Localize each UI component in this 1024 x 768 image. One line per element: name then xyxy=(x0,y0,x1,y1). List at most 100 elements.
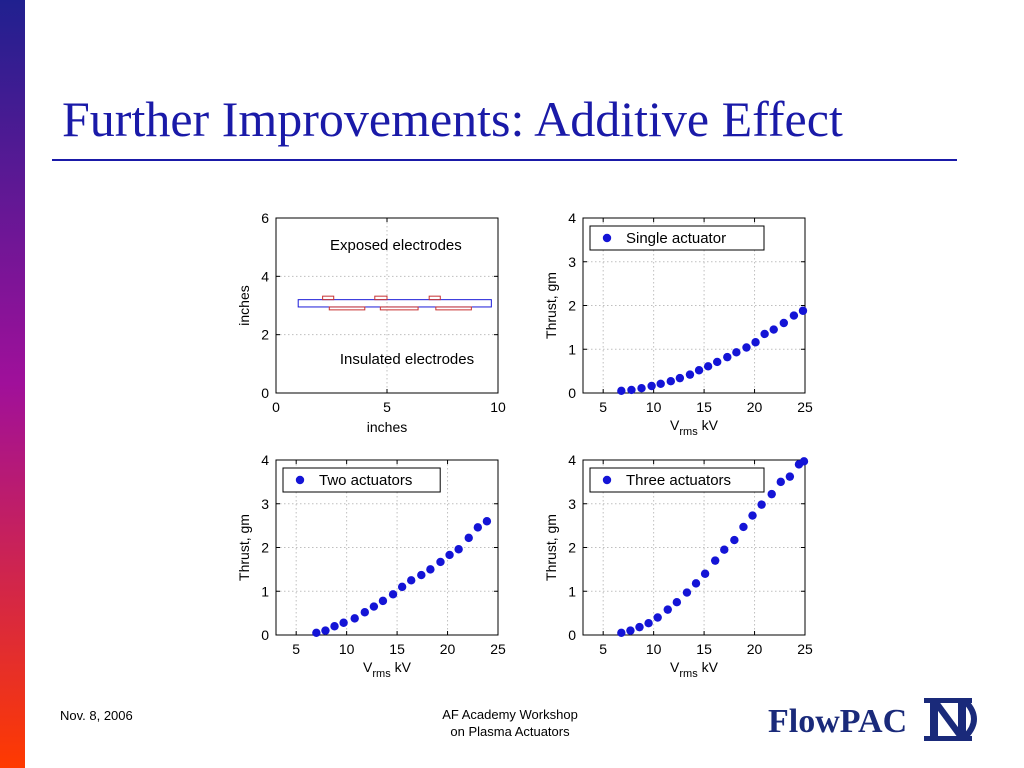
data-point xyxy=(397,582,407,592)
data-point xyxy=(757,500,766,509)
legend-label: Single actuator xyxy=(626,230,726,247)
y-axis-label: inches xyxy=(236,285,252,325)
electrode-layout-plot: 0 5 10 0 2 4 6 inches inches Exposed electrodes In… xyxy=(228,205,528,445)
nd-stroke xyxy=(924,736,972,741)
data-point xyxy=(776,477,785,487)
x-axis-label: Vrms kV xyxy=(670,417,719,438)
exposed-electrode xyxy=(374,295,388,301)
data-point xyxy=(617,386,626,396)
y-tick-label: 4 xyxy=(261,452,269,468)
x-tick-label: 15 xyxy=(696,399,712,415)
nd-stroke xyxy=(930,700,938,738)
data-point xyxy=(436,557,445,567)
legend-label: Two actuators xyxy=(319,472,412,489)
legend-box xyxy=(282,467,441,493)
x-tick-label: 15 xyxy=(389,641,405,657)
x-axis-label: Vrms kV xyxy=(670,659,719,680)
data-point xyxy=(767,489,776,499)
data-point xyxy=(454,545,463,554)
data-point xyxy=(751,338,760,347)
exposed-electrode xyxy=(322,295,335,301)
x-axis-label-subscript: rms xyxy=(679,668,698,680)
data-point xyxy=(388,590,398,599)
data-point xyxy=(742,343,751,352)
footer-date: Nov. 8, 2006 xyxy=(60,708,133,723)
data-point xyxy=(720,545,729,554)
data-point xyxy=(666,376,675,386)
x-tick-label: 5 xyxy=(383,399,391,415)
data-point xyxy=(350,614,359,623)
nd-monogram-icon xyxy=(924,698,977,741)
x-axis-label-main: V xyxy=(670,417,680,433)
x-tick-label: 25 xyxy=(490,641,506,657)
insulated-electrode xyxy=(435,306,472,311)
single-actuator-plot: 5 10 15 20 25 0 1 2 3 4 Thrust, gm Vrms kV Single ac… xyxy=(535,205,835,445)
x-tick-label: 10 xyxy=(646,399,662,415)
data-point xyxy=(663,605,672,614)
x-axis-label: Vrms kV xyxy=(363,659,412,680)
data-point xyxy=(769,325,778,334)
data-point xyxy=(360,608,369,617)
data-point xyxy=(672,597,682,607)
y-tick-label: 1 xyxy=(568,583,576,599)
data-point xyxy=(339,618,348,627)
flowpac-logo: FlowPAC xyxy=(760,692,990,750)
y-axis-label: Thrust, gm xyxy=(543,272,559,339)
x-tick-label: 0 xyxy=(272,399,280,415)
gradient-sidebar xyxy=(0,0,25,768)
data-point xyxy=(627,385,636,395)
data-point xyxy=(312,628,321,638)
data-point xyxy=(703,362,713,371)
data-point xyxy=(779,318,789,328)
footer-event-line-2: on Plasma Actuators xyxy=(450,724,570,739)
data-point xyxy=(789,311,799,320)
nd-stroke xyxy=(958,700,966,738)
data-point xyxy=(417,570,426,580)
logo-wordmark: FlowPAC xyxy=(768,703,907,740)
y-tick-label: 0 xyxy=(261,627,269,643)
legend: Three actuators xyxy=(589,467,765,493)
legend-box xyxy=(589,467,765,493)
x-tick-label: 25 xyxy=(797,399,813,415)
title-underline xyxy=(52,159,957,161)
data-point xyxy=(637,383,646,393)
x-axis-label: inches xyxy=(367,419,407,435)
y-tick-label: 2 xyxy=(261,540,269,556)
x-tick-label: 25 xyxy=(797,641,813,657)
data-point xyxy=(626,626,635,635)
data-point xyxy=(330,622,339,631)
nd-stroke xyxy=(930,700,966,738)
legend-label: Three actuators xyxy=(626,472,731,489)
data-point xyxy=(748,511,757,520)
legend-marker xyxy=(295,475,305,485)
y-tick-label: 2 xyxy=(261,327,269,343)
x-tick-label: 15 xyxy=(696,641,712,657)
y-axis-label: Thrust, gm xyxy=(236,514,252,581)
x-axis-label-unit: kV xyxy=(698,659,719,675)
data-point xyxy=(799,457,809,466)
data-point xyxy=(647,381,656,391)
diagram-annotation: Insulated electrodes xyxy=(340,351,474,368)
data-point xyxy=(653,613,662,622)
data-point xyxy=(713,357,722,367)
footer-event-line-1: AF Academy Workshop xyxy=(442,707,578,722)
x-axis-label-subscript: rms xyxy=(679,426,698,438)
data-point xyxy=(378,596,388,606)
exposed-electrode xyxy=(428,295,441,301)
data-point xyxy=(482,517,492,526)
two-actuators-plot: 5 10 15 20 25 0 1 2 3 4 Thrust, gm Vrms kV Two actua… xyxy=(228,447,528,687)
footer-event: AF Academy Workshop on Plasma Actuators xyxy=(400,706,620,740)
data-point xyxy=(710,556,720,565)
y-tick-label: 2 xyxy=(568,298,576,314)
legend-box xyxy=(589,225,765,251)
data-point xyxy=(617,628,626,638)
data-point xyxy=(730,535,739,545)
data-point xyxy=(321,626,330,635)
data-point xyxy=(732,348,741,357)
x-tick-label: 10 xyxy=(646,641,662,657)
x-tick-label: 10 xyxy=(490,399,506,415)
data-point xyxy=(426,565,435,574)
data-point xyxy=(675,373,685,383)
y-tick-label: 6 xyxy=(261,210,269,226)
x-tick-label: 5 xyxy=(599,641,607,657)
